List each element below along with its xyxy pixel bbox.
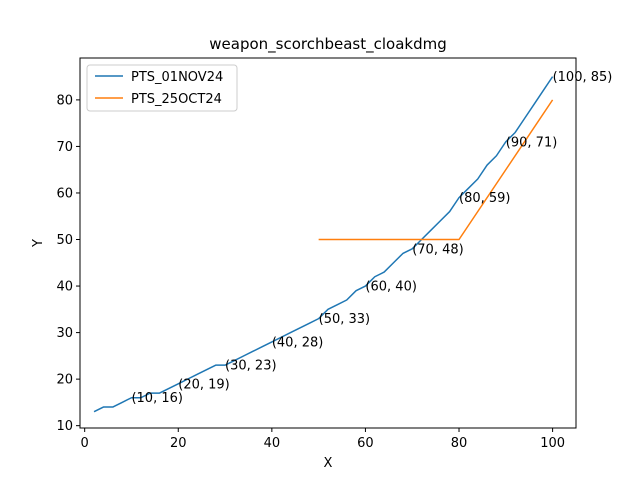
plot-area — [93, 76, 554, 413]
legend-label-pts-01nov24: PTS_01NOV24 — [131, 70, 223, 85]
x-tick-label: 60 — [357, 436, 374, 451]
x-axis-label: X — [324, 456, 333, 471]
annotations: (10, 16)(20, 19) (30, 23) (40, 28) (50, 33)… — [131, 70, 612, 406]
data-label: (100, 85) — [553, 70, 613, 85]
y-tick-label: 10 — [56, 419, 73, 434]
legend-box — [86, 64, 238, 112]
y-tick-label: 70 — [56, 140, 73, 155]
x-tick-label: 40 — [264, 436, 281, 451]
data-label: (50, 33) — [319, 312, 371, 327]
legend: PTS_01NOV24 PTS_25OCT24 — [86, 64, 238, 112]
legend-label-pts-25oct24: PTS_25OCT24 — [131, 92, 222, 107]
data-label: (80, 59) — [459, 191, 511, 206]
y-tick-label: 60 — [56, 186, 73, 201]
x-axis: 0 20 40 60 80 100 — [81, 428, 565, 451]
y-axis-label: Y — [31, 239, 46, 248]
x-tick-label: 0 — [81, 436, 89, 451]
x-tick-label: 20 — [170, 436, 187, 451]
data-label: (10, 16) — [131, 391, 183, 406]
y-tick-label: 30 — [56, 326, 73, 341]
data-label: (20, 19) — [178, 377, 230, 392]
data-label: (30, 23) — [225, 359, 277, 374]
x-tick-label: 80 — [451, 436, 468, 451]
axes-frame — [79, 57, 577, 429]
y-tick-label: 20 — [56, 373, 73, 388]
series-line-pts-25oct24 — [318, 99, 554, 241]
data-label: (70, 48) — [412, 242, 464, 257]
data-label: (60, 40) — [365, 280, 417, 295]
x-tick-label: 100 — [540, 436, 565, 451]
y-tick-label: 40 — [56, 280, 73, 295]
series-line-pts-01nov24 — [93, 76, 554, 413]
chart-title: weapon_scorchbeast_cloakdmg — [209, 35, 447, 54]
y-axis: 10 20 30 40 50 60 70 80 — [56, 93, 80, 434]
y-tick-label: 50 — [56, 233, 73, 248]
data-label: (90, 71) — [506, 135, 557, 150]
y-tick-label: 80 — [56, 93, 73, 108]
data-label: (40, 28) — [272, 335, 324, 350]
